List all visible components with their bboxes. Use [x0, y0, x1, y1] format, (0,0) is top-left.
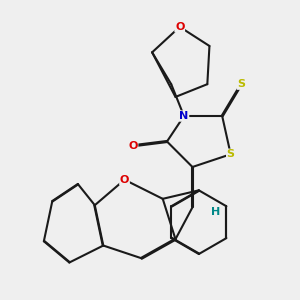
Text: H: H [211, 207, 220, 217]
Text: N: N [179, 111, 189, 121]
Text: O: O [128, 141, 138, 151]
Text: O: O [175, 22, 184, 32]
Text: S: S [237, 79, 245, 89]
Text: S: S [227, 149, 235, 159]
Text: O: O [120, 175, 129, 185]
